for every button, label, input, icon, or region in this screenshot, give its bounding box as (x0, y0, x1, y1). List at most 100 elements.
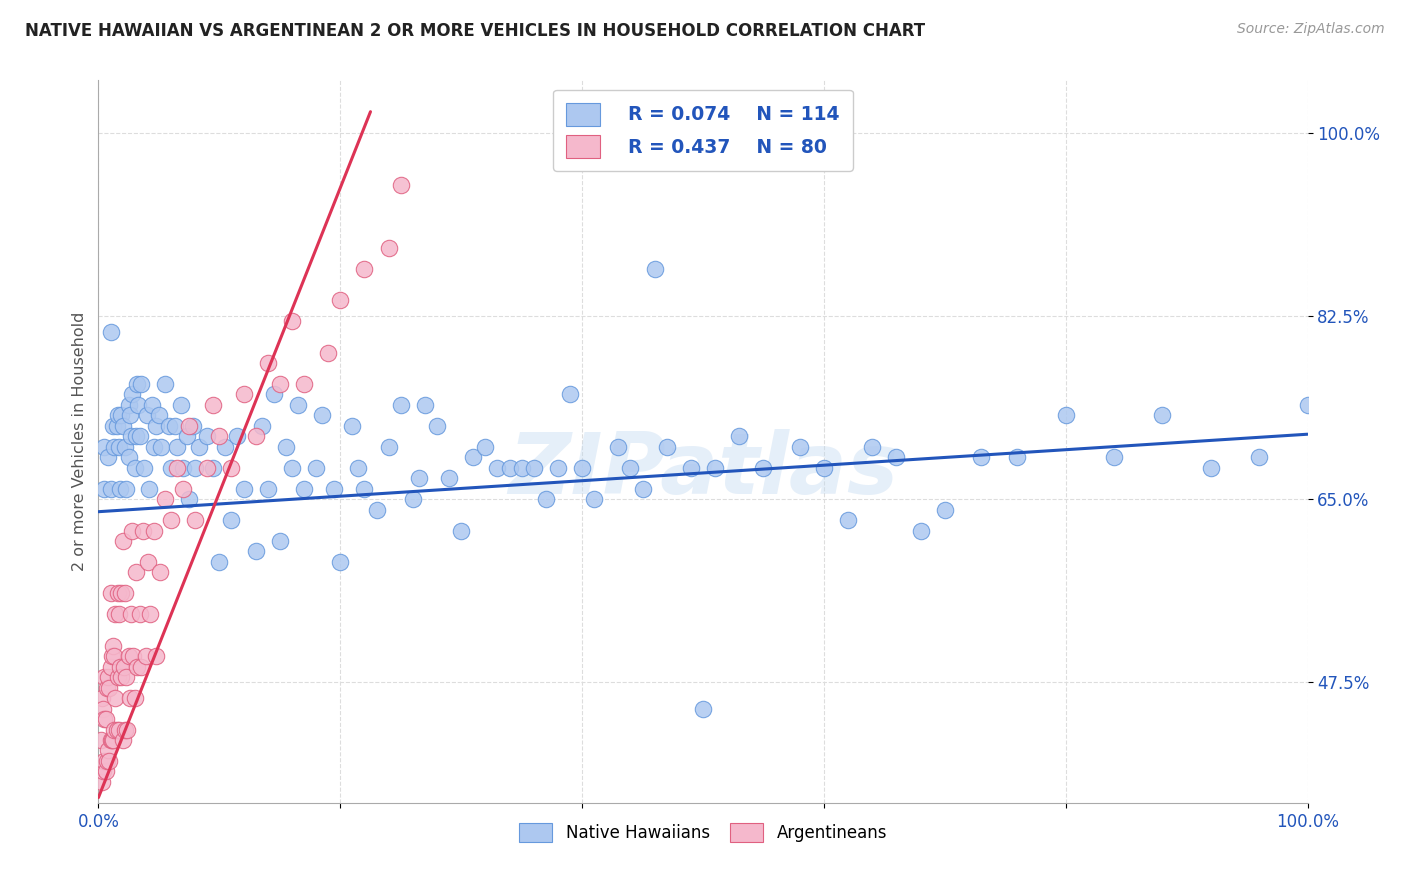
Point (93, 754, 115, 768)
Point (1007, 450, 1029, 465)
Point (221, 513, 243, 527)
Point (100, 586, 122, 600)
Point (813, 460, 835, 475)
Point (115, 482, 138, 496)
Point (149, 566, 172, 580)
Point (111, 534, 134, 549)
Point (101, 733, 124, 747)
Point (166, 440, 188, 454)
Point (886, 450, 908, 465)
Point (547, 460, 569, 475)
Point (245, 429, 267, 443)
Point (486, 460, 509, 475)
Point (377, 241, 399, 255)
Point (118, 398, 141, 412)
Point (232, 482, 254, 496)
Point (103, 723, 125, 737)
Point (150, 440, 173, 454)
Point (121, 387, 143, 401)
Point (256, 356, 278, 370)
Point (110, 670, 132, 684)
Point (311, 409, 333, 423)
Point (534, 492, 557, 507)
Point (195, 460, 218, 475)
Point (100, 733, 122, 747)
Point (287, 398, 309, 412)
Point (134, 460, 156, 475)
Point (389, 178, 412, 192)
Point (607, 440, 630, 454)
Point (281, 314, 304, 328)
Point (127, 376, 149, 391)
Point (163, 418, 186, 433)
Point (305, 460, 328, 475)
Point (437, 471, 460, 485)
Point (153, 492, 176, 507)
Point (184, 513, 207, 527)
Point (93, 440, 115, 454)
Point (91, 775, 114, 789)
Point (323, 482, 346, 496)
Point (97, 670, 120, 684)
Point (408, 471, 430, 485)
Point (125, 429, 148, 443)
Point (583, 492, 606, 507)
Point (157, 418, 180, 433)
Point (347, 460, 370, 475)
Point (100, 659, 122, 673)
Point (120, 429, 142, 443)
Point (145, 418, 167, 433)
Point (679, 460, 702, 475)
Point (498, 460, 520, 475)
Point (910, 524, 932, 538)
Point (329, 293, 352, 308)
Point (172, 482, 194, 496)
Point (112, 659, 135, 673)
Point (619, 460, 641, 475)
Point (704, 460, 727, 475)
Point (413, 398, 436, 412)
Point (127, 398, 149, 412)
Point (523, 460, 546, 475)
Point (274, 440, 297, 454)
Point (104, 691, 127, 706)
Point (402, 492, 425, 507)
Point (98, 681, 121, 695)
Point (353, 482, 375, 496)
Point (108, 607, 131, 622)
Point (141, 398, 163, 412)
Point (108, 659, 131, 673)
Y-axis label: 2 or more Vehicles in Household: 2 or more Vehicles in Household (72, 312, 87, 571)
Point (1102, 450, 1125, 465)
Point (91, 691, 114, 706)
Point (129, 376, 152, 391)
Point (98, 754, 121, 768)
Point (124, 691, 146, 706)
Point (184, 460, 207, 475)
Point (135, 409, 157, 423)
Point (292, 376, 315, 391)
Point (110, 409, 132, 423)
Point (221, 460, 243, 475)
Point (105, 723, 128, 737)
Point (232, 387, 254, 401)
Point (389, 398, 412, 412)
Text: NATIVE HAWAIIAN VS ARGENTINEAN 2 OR MORE VEHICLES IN HOUSEHOLD CORRELATION CHART: NATIVE HAWAIIAN VS ARGENTINEAN 2 OR MORE… (25, 22, 925, 40)
Point (100, 325, 122, 339)
Point (281, 460, 304, 475)
Point (1152, 409, 1174, 423)
Point (110, 586, 132, 600)
Point (97, 743, 120, 757)
Point (93, 482, 115, 496)
Point (128, 429, 150, 443)
Point (195, 429, 218, 443)
Point (934, 502, 956, 516)
Legend: Native Hawaiians, Argentineans: Native Hawaiians, Argentineans (509, 813, 897, 852)
Point (208, 429, 231, 443)
Point (103, 649, 125, 664)
Point (111, 733, 134, 747)
Point (179, 418, 201, 433)
Text: Source: ZipAtlas.com: Source: ZipAtlas.com (1237, 22, 1385, 37)
Point (101, 639, 124, 653)
Point (153, 376, 176, 391)
